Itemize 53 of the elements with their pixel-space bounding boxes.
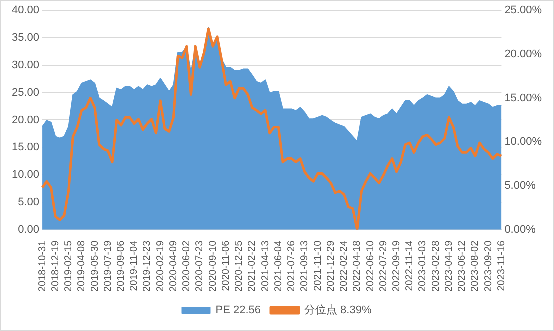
- y-tick-label: 5.00: [18, 196, 40, 208]
- x-tick-label: 2021-02-22: [247, 240, 258, 292]
- x-tick-label: 2020-12-25: [234, 240, 246, 292]
- x-tick-label: 2020-07-23: [194, 240, 206, 292]
- x-tick-label: 2018-10-31: [37, 240, 48, 292]
- y-tick-label: 0.00: [18, 224, 40, 236]
- x-tick-label: 2020-06-02: [182, 240, 193, 292]
- x-tick-label: 2023-11-16: [496, 240, 508, 292]
- y2-tick-label: 20.00%: [504, 48, 542, 60]
- y-tick-label: 35.00: [12, 32, 40, 44]
- x-tick-label: 2021-04-13: [260, 240, 272, 292]
- x-tick-label: 2019-02-15: [64, 240, 75, 292]
- x-tick-label: 2020-11-06: [220, 240, 232, 292]
- y-tick-label: 15.00: [12, 142, 40, 154]
- y-tick-label: 25.00: [12, 86, 40, 99]
- x-tick-label: 2019-12-23: [142, 240, 154, 292]
- x-tick-label: 2022-06-10: [365, 240, 376, 292]
- x-tick-label: 2019-11-04: [129, 240, 140, 292]
- x-tick-label: 2021-06-04: [273, 240, 284, 292]
- x-tick-label: 2021-07-26: [286, 240, 298, 292]
- x-tick-label: 2020-09-10: [208, 240, 219, 292]
- x-tick-label: 2019-07-19: [102, 240, 114, 292]
- x-tick-label: 2022-11-14: [404, 240, 416, 292]
- y-tick-label: 10.00: [12, 169, 40, 182]
- x-tick-label: 2020-02-19: [155, 240, 166, 292]
- x-tick-label: 2021-11-10: [312, 240, 324, 292]
- x-tick-label: 2019-05-30: [90, 240, 101, 292]
- x-tick-label: 2022-09-19: [391, 240, 402, 292]
- legend-label: PE 22.56: [216, 304, 262, 317]
- x-tick-label: 2022-04-18: [352, 240, 364, 292]
- y2-tick-label: 10.00%: [504, 136, 542, 148]
- y-tick-label: 30.00: [12, 59, 40, 72]
- x-tick-label: 2022-02-24: [339, 240, 350, 292]
- y-tick-label: 20.00: [12, 114, 40, 126]
- x-tick-label: 2022-07-29: [378, 240, 390, 292]
- y-tick-label: 40.00: [12, 4, 40, 17]
- x-tick-label: 2021-12-29: [326, 240, 337, 292]
- x-tick-label: 2023-09-20: [483, 240, 494, 292]
- legend-label: 分位点 8.39%: [304, 304, 372, 317]
- x-tick-label: 2023-02-28: [430, 240, 442, 292]
- y2-tick-label: 0.00%: [504, 224, 536, 236]
- x-tick-label: 2023-06-12: [457, 240, 468, 292]
- x-tick-label: 2023-01-03: [418, 240, 429, 292]
- y2-tick-label: 5.00%: [504, 180, 536, 192]
- x-tick-label: 2019-09-06: [116, 240, 127, 292]
- x-tick-label: 2018-12-19: [50, 240, 62, 292]
- y2-tick-label: 25.00%: [504, 4, 542, 17]
- x-tick-label: 2023-04-19: [444, 240, 455, 292]
- x-tick-label: 2019-04-08: [76, 240, 88, 292]
- x-tick-label: 2023-08-02: [470, 240, 482, 292]
- y2-tick-label: 15.00%: [504, 92, 542, 104]
- x-tick-label: 2020-04-09: [168, 240, 180, 292]
- x-tick-label: 2021-09-13: [300, 240, 311, 292]
